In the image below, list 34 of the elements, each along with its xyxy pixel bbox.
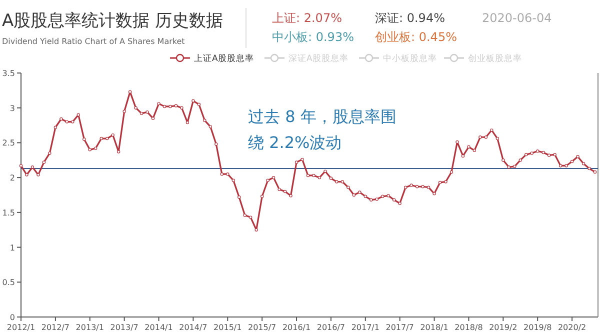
x-tick-label: 2019/8 [524,323,552,332]
text: 深证: 0.94% [375,11,445,25]
x-tick-label: 2020/2 [558,323,586,332]
x-tick-label: 2015/1 [214,323,242,332]
legend-label: 上证A股股息率 [194,53,254,64]
x-tick-label: 2017/7 [386,323,414,332]
y-tick-label: 1.5 [2,208,15,218]
text: 创业板: 0.45% [375,30,457,44]
x-tick-label: 2017/1 [351,323,380,332]
y-tick-label: 0 [10,313,15,322]
x-tick-label: 2014/1 [144,323,173,332]
x-tick-label: 2015/7 [248,323,276,332]
chart-subtitle: Dividend Yield Ratio Chart of A Shares Market [2,37,185,46]
y-tick-label: 3.5 [2,69,15,78]
text: 上证: 2.07% [272,11,342,25]
x-tick-label: 2013/7 [110,323,138,332]
y-tick-label: 3 [10,104,15,113]
x-tick-label: 2018/8 [454,323,483,332]
y-tick-label: 0.5 [2,278,15,288]
x-tick-label: 2012/7 [41,323,70,332]
x-tick-label: 2016/7 [316,323,346,332]
x-tick-label: 2019/2 [489,323,518,332]
y-tick-label: 2.5 [2,138,15,148]
x-tick-label: 2018/1 [420,323,448,332]
annotation: 过去 8 年，股息率围绕 2.2%波动 [248,107,396,152]
text: 2020-06-04 [482,11,552,25]
x-tick-label: 2016/1 [282,323,311,332]
y-tick-label: 1 [10,243,15,252]
x-tick-label: 2013/1 [76,323,104,332]
x-tick-label: 2012/1 [6,323,36,332]
chart-title: A股股息率统计数据 历史数据 [2,11,224,31]
x-tick-label: 2014/7 [179,323,208,332]
text: 中小板: 0.93% [272,30,354,44]
y-tick-label: 2 [10,174,15,183]
